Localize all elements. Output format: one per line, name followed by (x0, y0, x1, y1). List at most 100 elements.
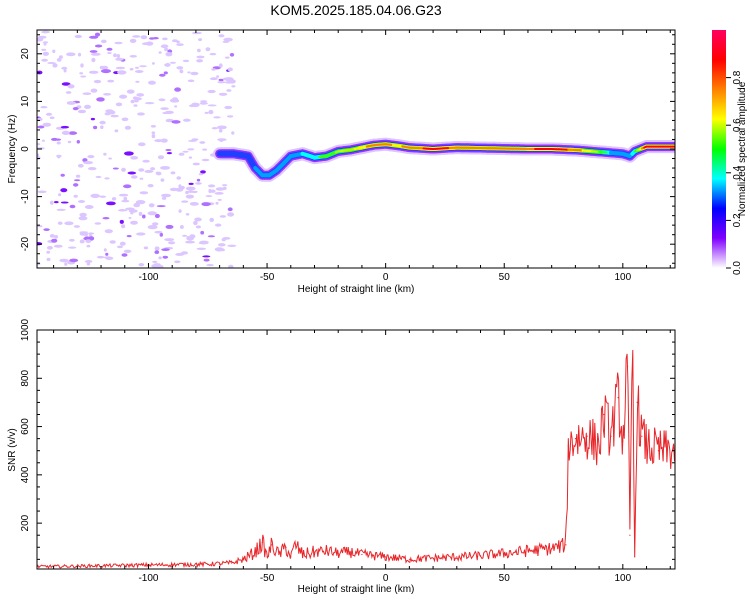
noise-speckle (154, 231, 162, 234)
noise-speckle (208, 110, 213, 114)
noise-speckle (43, 123, 52, 127)
noise-speckle (204, 259, 210, 262)
snr-data-point (338, 553, 339, 554)
noise-speckle (164, 71, 168, 74)
snr-data-point (634, 556, 635, 557)
noise-speckle (218, 199, 222, 201)
noise-speckle (140, 191, 149, 194)
noise-speckle (165, 52, 172, 56)
noise-speckle (199, 141, 205, 144)
noise-speckle (227, 115, 233, 117)
noise-speckle (162, 112, 170, 114)
noise-speckle (197, 179, 200, 182)
noise-speckle (37, 126, 44, 129)
noise-speckle (90, 194, 100, 198)
noise-speckle (42, 140, 45, 142)
noise-speckle (188, 190, 194, 193)
noise-speckle (135, 67, 139, 69)
noise-speckle (113, 168, 119, 170)
snr-data-point (314, 552, 315, 553)
noise-speckle (80, 63, 83, 67)
noise-speckle (187, 236, 190, 239)
noise-speckle (47, 62, 56, 64)
noise-speckle (206, 47, 211, 51)
noise-speckle (165, 149, 171, 151)
noise-speckle (121, 200, 129, 202)
noise-speckle (181, 200, 188, 202)
noise-speckle (43, 41, 49, 43)
noise-speckle (221, 249, 225, 251)
snr-data-point (278, 554, 279, 555)
noise-speckle (188, 80, 195, 83)
noise-speckle (54, 245, 63, 248)
noise-speckle (179, 153, 185, 156)
spectrogram-y-axis-label: Frequency (Hz) (7, 115, 18, 184)
noise-speckle (78, 200, 85, 203)
noise-speckle (215, 192, 224, 195)
snr-data-point (456, 556, 457, 557)
noise-speckle (230, 53, 234, 57)
noise-speckle (142, 215, 146, 219)
snr-frame (37, 330, 675, 569)
noise-speckle (219, 63, 223, 67)
noise-speckle (185, 241, 195, 244)
noise-speckle (105, 257, 113, 260)
snr-data-point (271, 544, 272, 545)
noise-speckle (196, 225, 201, 228)
noise-speckle (96, 97, 105, 101)
y-tick-label: 400 (20, 466, 31, 483)
noise-speckle (192, 138, 199, 140)
snr-data-point (575, 438, 576, 439)
x-tick-label: 50 (499, 573, 511, 584)
noise-speckle (158, 256, 161, 259)
noise-speckle (137, 112, 145, 115)
noise-speckle (76, 175, 80, 178)
noise-speckle (91, 118, 95, 120)
noise-speckle (38, 191, 47, 194)
snr-data-point (124, 565, 125, 566)
noise-speckle (107, 80, 114, 83)
noise-speckle (130, 156, 138, 160)
noise-speckle (227, 245, 236, 247)
noise-speckle (41, 31, 50, 34)
noise-speckle (152, 261, 157, 263)
noise-speckle (103, 93, 111, 96)
snr-data-point (587, 436, 588, 437)
snr-data-point (243, 559, 244, 560)
noise-speckle (54, 235, 58, 239)
noise-speckle (95, 45, 102, 48)
noise-speckle (79, 213, 86, 217)
colorbar: 0.00.20.40.60.8 Normalized spectral ampl… (712, 30, 748, 275)
noise-speckle (114, 42, 122, 45)
noise-speckle (66, 91, 72, 94)
noise-speckle (178, 184, 181, 188)
noise-speckle (58, 222, 63, 225)
x-tick-label: -50 (260, 272, 275, 283)
noise-speckle (119, 209, 124, 211)
noise-speckle (67, 101, 76, 105)
noise-speckle (119, 194, 128, 197)
noise-speckle (198, 38, 202, 41)
noise-speckle (195, 182, 202, 185)
noise-speckle (110, 240, 116, 243)
y-tick-label: 800 (20, 370, 31, 387)
noise-speckle (74, 179, 80, 181)
snr-data-point (646, 445, 647, 446)
snr-data-point (361, 554, 362, 555)
noise-speckle (166, 225, 174, 229)
noise-speckle (142, 160, 150, 163)
snr-data-point (603, 414, 604, 415)
noise-speckle (95, 33, 100, 37)
noise-speckle (78, 164, 84, 168)
noise-speckle (62, 131, 70, 135)
noise-speckle (219, 93, 227, 96)
noise-speckle (211, 68, 215, 70)
noise-speckle (50, 234, 55, 238)
noise-speckle (119, 95, 127, 99)
noise-speckle (61, 67, 67, 70)
noise-speckle (146, 42, 153, 46)
noise-speckle (90, 50, 98, 53)
noise-speckle (150, 167, 155, 170)
noise-speckle (159, 51, 162, 54)
noise-speckle (164, 63, 170, 66)
